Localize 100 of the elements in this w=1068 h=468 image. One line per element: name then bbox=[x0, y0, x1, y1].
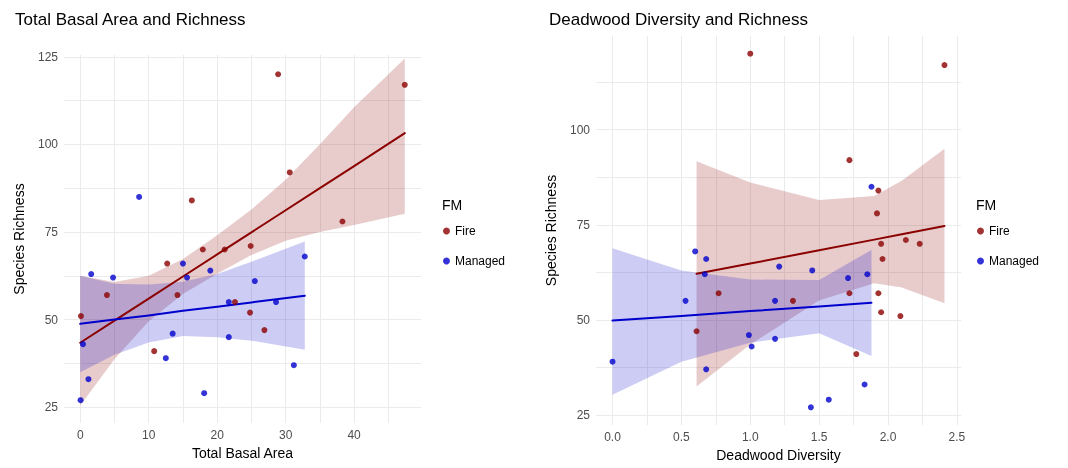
point bbox=[184, 274, 191, 281]
x-tick-label: 20 bbox=[210, 428, 225, 442]
x-axis-title: Total Basal Area bbox=[191, 444, 294, 461]
point bbox=[339, 218, 346, 225]
x-tick-label: 1.0 bbox=[741, 430, 759, 444]
point bbox=[136, 193, 143, 200]
point bbox=[682, 297, 689, 304]
x-tick-label: 0.0 bbox=[604, 430, 622, 444]
point bbox=[247, 243, 254, 250]
point bbox=[188, 197, 195, 204]
point bbox=[703, 256, 710, 263]
point bbox=[916, 240, 923, 247]
point bbox=[225, 299, 232, 306]
point bbox=[846, 290, 853, 297]
point bbox=[273, 299, 280, 306]
line-series bbox=[611, 301, 873, 322]
point bbox=[225, 334, 232, 341]
point bbox=[789, 297, 796, 304]
y-axis-title: Species Richness bbox=[543, 174, 559, 287]
point bbox=[151, 348, 158, 355]
point bbox=[174, 292, 181, 299]
x-tick-label: 1.5 bbox=[810, 430, 828, 444]
x-tick-label: 0 bbox=[76, 428, 84, 442]
y-tick-label: 50 bbox=[44, 312, 59, 327]
chart-title: Deadwood Diversity and Richness bbox=[549, 10, 808, 29]
point bbox=[286, 169, 293, 176]
point bbox=[164, 260, 171, 267]
point bbox=[864, 271, 871, 278]
point bbox=[772, 297, 779, 304]
point bbox=[747, 50, 754, 57]
point bbox=[275, 71, 282, 78]
y-tick-label: 25 bbox=[576, 407, 591, 422]
point bbox=[941, 62, 948, 69]
point bbox=[162, 355, 169, 362]
legend-label: Fire bbox=[989, 224, 1010, 238]
point bbox=[879, 256, 886, 263]
x-axis-title: Deadwood Diversity bbox=[716, 446, 841, 463]
point bbox=[875, 187, 882, 194]
point bbox=[825, 396, 832, 403]
y-tick-label: 75 bbox=[44, 224, 59, 239]
x-tick-label: 2.0 bbox=[879, 430, 897, 444]
chart-title: Total Basal Area and Richness bbox=[15, 10, 246, 29]
point bbox=[701, 271, 708, 278]
x-tick-label: 40 bbox=[347, 428, 362, 442]
point bbox=[290, 362, 297, 369]
point bbox=[201, 390, 208, 397]
x-tick-label: 10 bbox=[142, 428, 156, 442]
point bbox=[110, 274, 117, 281]
point bbox=[868, 183, 875, 190]
point bbox=[85, 376, 92, 383]
point bbox=[745, 332, 752, 339]
legend-label: Managed bbox=[989, 254, 1040, 268]
point bbox=[809, 267, 816, 274]
point bbox=[846, 157, 853, 164]
point bbox=[853, 351, 860, 358]
line-series bbox=[695, 224, 946, 275]
point bbox=[703, 366, 710, 373]
line-series bbox=[79, 294, 306, 325]
point bbox=[103, 292, 110, 299]
point bbox=[247, 309, 254, 316]
legend-label: Fire bbox=[455, 224, 476, 238]
point bbox=[878, 240, 885, 247]
point bbox=[897, 313, 904, 320]
point bbox=[401, 81, 408, 88]
point bbox=[251, 278, 258, 285]
point bbox=[221, 246, 228, 253]
point bbox=[261, 327, 268, 334]
point bbox=[776, 263, 783, 270]
point bbox=[878, 309, 885, 316]
point bbox=[179, 260, 186, 267]
legend-label: Managed bbox=[455, 254, 506, 268]
point bbox=[301, 253, 308, 260]
point bbox=[748, 343, 755, 350]
point bbox=[199, 246, 206, 253]
x-tick-label: 30 bbox=[278, 428, 293, 442]
y-tick-label: 100 bbox=[569, 122, 591, 137]
point bbox=[77, 313, 84, 320]
y-tick-label: 125 bbox=[37, 49, 59, 64]
point bbox=[902, 237, 909, 243]
x-tick-label: 2.5 bbox=[948, 430, 966, 444]
point bbox=[169, 330, 176, 337]
y-tick-label: 50 bbox=[576, 312, 591, 327]
point bbox=[692, 248, 699, 255]
point bbox=[231, 299, 238, 306]
point bbox=[875, 290, 882, 297]
point bbox=[715, 290, 722, 297]
point bbox=[873, 210, 880, 217]
y-tick-label: 25 bbox=[44, 400, 59, 415]
y-tick-label: 100 bbox=[37, 137, 59, 152]
point bbox=[772, 335, 779, 342]
y-axis-title: Species Richness bbox=[11, 183, 27, 295]
legend-title: FM bbox=[976, 197, 997, 213]
point bbox=[693, 328, 700, 335]
point bbox=[77, 397, 84, 404]
x-tick-label: 0.5 bbox=[673, 430, 691, 444]
point bbox=[79, 341, 86, 348]
point bbox=[807, 404, 814, 411]
point bbox=[845, 275, 852, 282]
point bbox=[88, 271, 95, 278]
legend-title: FM bbox=[442, 197, 463, 213]
